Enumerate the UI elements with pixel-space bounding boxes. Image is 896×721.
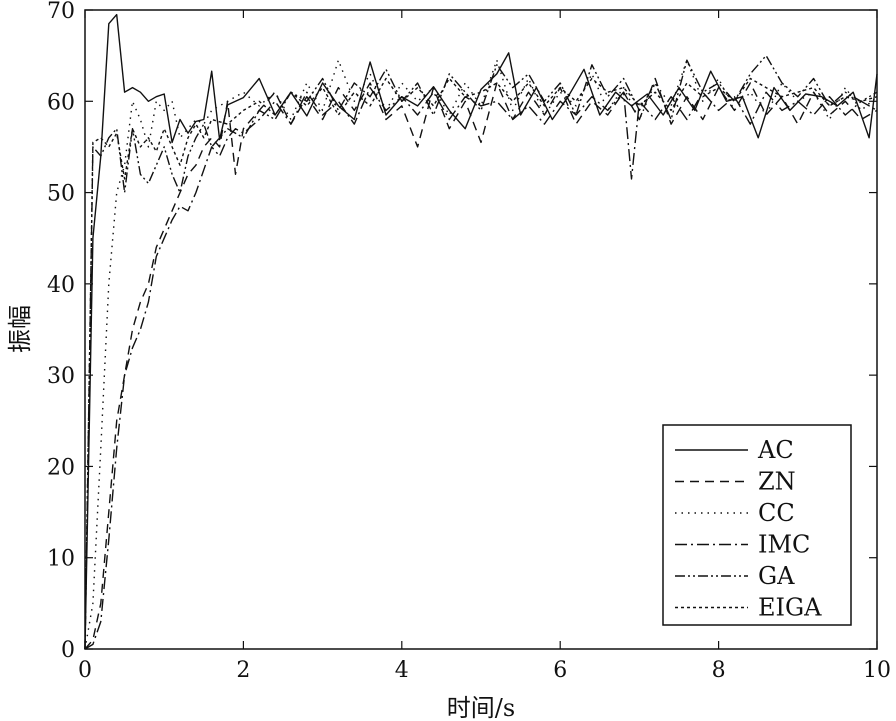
legend-label-ac: AC — [757, 436, 794, 464]
series-line-imc — [84, 86, 878, 650]
series-line-eiga — [84, 77, 878, 650]
x-axis-ticks: 0 2 4 6 8 10 — [78, 10, 891, 683]
series-layer — [84, 13, 878, 650]
x-axis-label: 时间/s — [447, 694, 515, 721]
series-line-ga — [84, 54, 878, 650]
series-line-zn — [84, 77, 878, 650]
y-tick-label: 40 — [47, 273, 75, 298]
y-tick-label: 30 — [47, 364, 75, 389]
legend-label-ga: GA — [758, 562, 795, 590]
x-tick-label: 10 — [863, 658, 891, 683]
y-tick-label: 50 — [47, 182, 75, 207]
legend-label-zn: ZN — [758, 468, 796, 496]
y-tick-label: 10 — [47, 547, 75, 572]
plot-area-frame — [84, 9, 878, 650]
y-axis-label: 振幅 — [6, 305, 34, 353]
legend: AC ZN CC IMC GA EIGA — [662, 424, 852, 626]
x-tick-label: 6 — [553, 658, 567, 683]
y-tick-label: 60 — [47, 90, 75, 115]
legend-label-eiga: EIGA — [758, 594, 822, 622]
y-axis-ticks: 0 10 20 30 40 50 60 70 — [47, 0, 877, 663]
x-tick-label: 0 — [78, 658, 92, 683]
y-tick-label: 20 — [47, 455, 75, 480]
y-tick-label: 0 — [61, 638, 75, 663]
x-tick-label: 8 — [712, 658, 726, 683]
legend-label-imc: IMC — [758, 531, 810, 559]
x-tick-label: 4 — [395, 658, 409, 683]
legend-box — [662, 424, 852, 626]
legend-label-cc: CC — [758, 499, 795, 527]
x-tick-label: 2 — [236, 658, 250, 683]
y-tick-label: 70 — [47, 0, 75, 24]
